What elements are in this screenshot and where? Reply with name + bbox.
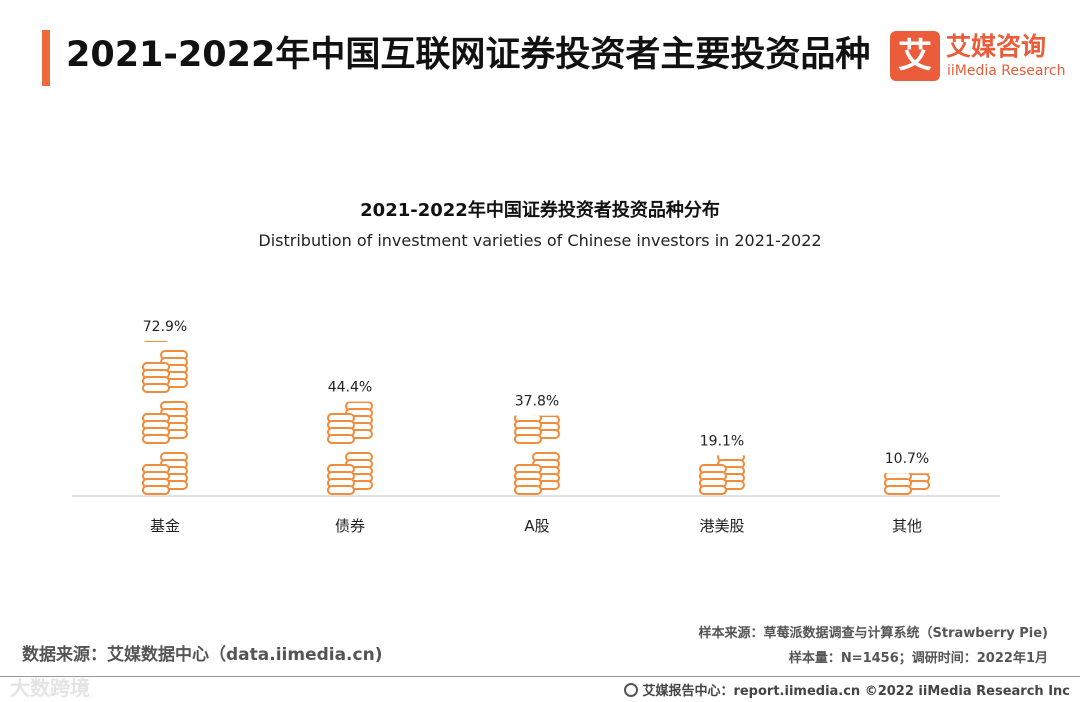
coin-stack-icon <box>515 351 559 392</box>
brand-logo: 艾 艾媒咨询 iiMedia Research <box>890 31 1070 83</box>
coin-bar-2 <box>514 351 560 495</box>
category-label: 其他 <box>892 517 922 535</box>
report-center-text: 艾媒报告中心：report.iimedia.cn ©2022 iiMedia R… <box>642 684 1070 699</box>
coin-stack-icon <box>514 452 560 495</box>
coin-bar-3 <box>699 455 745 495</box>
value-label: 72.9% <box>143 319 187 335</box>
category-label: 基金 <box>150 517 180 535</box>
category-label: A股 <box>524 517 549 535</box>
coin-stack-icon <box>514 415 560 444</box>
category-label: 港美股 <box>699 517 744 535</box>
coin-bar-1 <box>327 401 373 495</box>
data-source: 数据来源：艾媒数据中心（data.iimedia.cn) <box>22 645 383 665</box>
coin-bar-4 <box>884 402 930 495</box>
value-label: 44.4% <box>328 380 372 396</box>
brand-name-cn: 艾媒咨询 <box>946 32 1047 61</box>
sample-size: 样本量：N=1456；调研时间：2022年1月 <box>788 651 1048 666</box>
coin-stack-icon <box>142 401 188 444</box>
chart-subtitle: Distribution of investment varieties of … <box>258 231 822 250</box>
report-center: 艾媒报告中心：report.iimedia.cn ©2022 iiMedia R… <box>624 680 1070 699</box>
title-accent-bar <box>42 30 50 86</box>
chart-title: 2021-2022年中国证券投资者投资品种分布 <box>360 200 720 221</box>
globe-icon <box>624 683 639 697</box>
coin-stack-icon <box>885 402 929 443</box>
brand-mark-icon: 艾 <box>890 31 940 81</box>
brand-name-en: iiMedia Research <box>947 63 1066 79</box>
coin-stack-icon <box>327 401 373 444</box>
coin-stack-icon <box>142 350 188 393</box>
watermark: 大数跨境 <box>10 676 90 700</box>
coin-bar-chart: 72.9% 基金 44.4% 债券 37.8% A股 19.1% 港美股 10.7% 其他 <box>72 319 1000 535</box>
page-title: 2021-2022年中国互联网证券投资者主要投资品种 <box>66 35 871 75</box>
category-label: 债券 <box>335 517 365 535</box>
value-label: 19.1% <box>700 433 744 449</box>
footer-divider <box>0 676 1080 677</box>
value-label: 10.7% <box>885 451 929 467</box>
coin-stack-icon <box>884 473 930 495</box>
coin-bar-0 <box>142 341 188 495</box>
coin-stack-icon <box>327 452 373 495</box>
coin-stack-icon <box>142 452 188 495</box>
coin-stack-icon <box>699 455 745 495</box>
sample-source: 样本来源：草莓派数据调查与计算系统（Strawberry Pie) <box>698 626 1048 641</box>
value-label: 37.8% <box>515 394 559 410</box>
